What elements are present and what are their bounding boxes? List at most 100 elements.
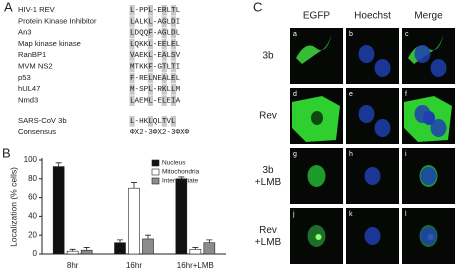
x-tick-label: 16hr	[126, 261, 142, 270]
error-bar	[117, 239, 123, 243]
sequence: L-HKLQLTVL	[130, 118, 176, 126]
protein-name: Map kinase kinase	[18, 39, 81, 48]
micrograph: l	[402, 208, 455, 264]
shade	[129, 72, 135, 84]
micrograph: j	[290, 208, 343, 264]
shade	[170, 95, 176, 106]
legend-swatch	[151, 159, 160, 167]
nucleus	[430, 59, 447, 77]
shade	[147, 50, 153, 61]
nucleus	[364, 227, 381, 245]
tile-letter: l	[405, 211, 407, 218]
tile-letter: e	[349, 91, 353, 98]
sequence: M-SPL-RKLLM	[130, 86, 181, 94]
row-label: Rev +LMB	[255, 225, 282, 248]
protein-name: Consensus	[18, 127, 56, 136]
sequence: ΦX2-3ΦX2-3ΦXΦ	[130, 129, 190, 137]
error-bar	[69, 248, 76, 252]
bar	[114, 242, 126, 255]
shade	[170, 116, 176, 127]
error-bar	[178, 176, 185, 179]
legend-swatch	[151, 177, 160, 185]
nucleus	[374, 119, 391, 137]
tile-letter: f	[405, 91, 407, 98]
protein-name: SARS-CoV 3b	[18, 116, 67, 125]
shade	[161, 5, 167, 16]
shade	[129, 5, 135, 16]
micrograph: a	[290, 28, 343, 84]
shade	[147, 61, 153, 73]
error-bar	[131, 182, 137, 189]
shade	[161, 50, 167, 61]
micrograph: f	[402, 88, 455, 144]
shade	[161, 72, 167, 84]
tile-letter: i	[405, 151, 407, 158]
micrograph: b	[346, 28, 399, 84]
protein-name: p53	[18, 73, 31, 82]
bar	[142, 238, 154, 255]
tile-letter: d	[293, 91, 297, 98]
shade	[161, 116, 167, 127]
shade	[161, 27, 167, 39]
shade	[170, 5, 176, 16]
error-bar	[192, 247, 199, 250]
sequence: F-RELNEALEL	[130, 75, 181, 83]
legend-label: Intermediate	[162, 178, 199, 185]
shade	[147, 95, 153, 106]
panel-label: A	[4, 0, 13, 14]
bar	[66, 250, 79, 255]
bar	[52, 166, 65, 255]
tile-letter: c	[405, 31, 409, 38]
shade	[147, 72, 153, 84]
micrograph: i	[402, 148, 455, 204]
nucleus	[420, 227, 437, 245]
protein-name: MVM NS2	[18, 62, 53, 71]
micrograph: k	[346, 208, 399, 264]
sequence: LDQQF-AGLDL	[130, 30, 181, 38]
tile-letter: h	[349, 151, 353, 158]
panel-label: B	[2, 145, 11, 160]
shade	[170, 84, 176, 95]
panel-label: C	[253, 0, 262, 14]
shade	[170, 38, 176, 50]
bar	[128, 187, 140, 255]
signal	[296, 34, 332, 64]
protein-name: RanBP1	[18, 50, 46, 59]
tile-letter: j	[292, 211, 295, 218]
legend-label: Nucleus	[162, 160, 186, 167]
shade	[161, 84, 167, 95]
shade	[170, 16, 176, 27]
nucleus	[414, 45, 431, 63]
error-bar	[55, 162, 62, 167]
y-tick-label: 60	[28, 193, 37, 202]
sequence: VAEKL-EALSV	[130, 52, 181, 60]
shade	[161, 95, 167, 106]
error-bar	[206, 239, 213, 243]
shade	[147, 5, 153, 16]
signal	[315, 234, 322, 240]
shade	[129, 116, 135, 127]
shade	[161, 38, 167, 50]
shade	[129, 84, 135, 95]
protein-name: HIV-1 REV	[18, 5, 56, 14]
nucleus	[358, 45, 375, 63]
sequence: LALKL-AGLDI	[130, 18, 180, 26]
shade	[129, 38, 135, 50]
sequence: L-PPL-ERLTL	[130, 7, 181, 15]
shade	[147, 38, 153, 50]
y-axis-label: Localization (% cells)	[8, 167, 18, 247]
sequence: LAEML-ELEIA	[130, 97, 181, 105]
tile-letter: g	[293, 151, 297, 158]
column-header: EGFP	[303, 11, 331, 22]
micrograph: d	[290, 88, 343, 144]
shade	[170, 50, 176, 61]
protein-name: An3	[18, 28, 32, 37]
legend-label: Mitochondria	[162, 169, 200, 176]
shade	[129, 61, 135, 73]
error-bar	[145, 234, 151, 239]
row-label: 3b +LMB	[255, 165, 282, 188]
column-header: Hoechst	[354, 11, 391, 22]
nucleus-dark	[423, 111, 435, 125]
shade	[161, 16, 167, 27]
